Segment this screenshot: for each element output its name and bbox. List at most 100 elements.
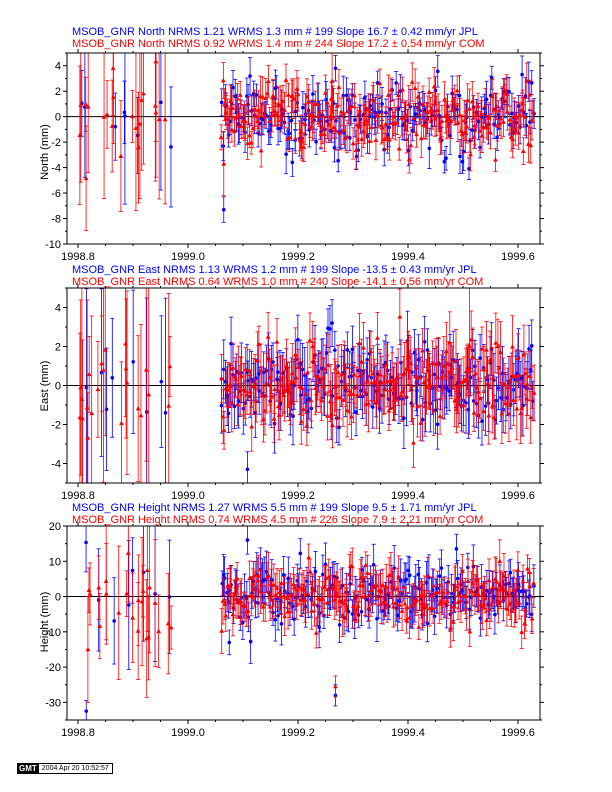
data-point-com	[510, 136, 516, 142]
data-point-jpl	[478, 356, 482, 360]
data-point-com	[306, 99, 312, 104]
data-point-jpl	[425, 621, 430, 626]
data-point-com	[275, 403, 281, 409]
data-point-jpl	[458, 154, 462, 159]
data-point-com	[326, 121, 332, 127]
data-point-com	[269, 597, 275, 602]
data-point-com	[423, 123, 429, 128]
data-point-com	[147, 584, 153, 590]
data-point-com	[118, 153, 124, 158]
data-point-jpl	[254, 93, 259, 97]
data-point-com	[138, 412, 144, 418]
data-point-jpl	[112, 619, 116, 623]
data-point-com	[352, 93, 357, 98]
data-point-jpl	[123, 114, 127, 118]
data-point-com	[516, 130, 521, 135]
y-tick-label: -8	[51, 214, 61, 226]
data-point-com	[500, 98, 506, 104]
data-point-com	[341, 110, 347, 116]
data-point-jpl	[375, 616, 379, 621]
data-point-com	[102, 347, 108, 352]
data-point-com	[384, 134, 390, 139]
data-point-jpl	[126, 603, 131, 607]
data-point-com	[218, 134, 224, 140]
data-point-jpl	[420, 417, 425, 422]
data-point-com	[286, 92, 291, 97]
data-point-jpl	[292, 617, 296, 621]
data-point-com	[526, 373, 532, 379]
data-point-jpl	[273, 617, 278, 622]
data-point-com	[229, 400, 235, 405]
data-point-com	[454, 88, 460, 93]
data-point-com	[99, 360, 105, 366]
data-point-com	[487, 356, 493, 362]
data-point-com	[223, 613, 229, 618]
data-point-com	[271, 582, 277, 587]
data-point-jpl	[169, 145, 173, 149]
height-y-axis-label: Height (mm)	[39, 592, 51, 653]
data-point-com	[153, 59, 159, 64]
data-point-com	[418, 135, 424, 141]
data-point-com	[306, 554, 312, 560]
data-point-com	[322, 90, 328, 95]
data-point-jpl	[333, 66, 338, 71]
x-tick-label: 1999.4	[391, 490, 425, 502]
data-point-jpl	[394, 81, 398, 85]
data-point-com	[350, 140, 356, 146]
data-point-com	[525, 381, 530, 387]
data-point-com	[253, 113, 259, 119]
data-point-com	[338, 584, 344, 590]
data-point-com	[343, 596, 349, 602]
data-point-com	[528, 414, 534, 420]
data-point-com	[325, 100, 330, 105]
data-point-com	[320, 596, 326, 601]
data-point-com	[481, 367, 487, 372]
data-point-com	[494, 103, 500, 109]
data-point-jpl	[529, 80, 534, 85]
y-tick-label: -4	[51, 459, 61, 471]
data-point-com	[475, 103, 481, 109]
data-point-com	[156, 628, 162, 634]
height-panel: MSOB_GNR Height NRMS 1.27 WRMS 5.5 mm # …	[39, 502, 544, 739]
data-point-com	[452, 102, 458, 107]
north-title-com: MSOB_GNR North NRMS 0.92 WRMS 1.4 mm # 2…	[72, 38, 485, 50]
north-y-axis-label: North (mm)	[39, 124, 51, 180]
data-point-com	[527, 92, 533, 97]
data-point-com	[485, 380, 491, 386]
data-point-jpl	[435, 422, 440, 427]
data-point-com	[493, 340, 499, 345]
data-point-com	[256, 341, 262, 346]
data-point-com	[356, 340, 362, 346]
data-point-com	[435, 361, 441, 367]
data-point-com	[146, 634, 151, 640]
data-point-jpl	[467, 166, 471, 171]
data-point-jpl	[84, 709, 89, 713]
data-point-com	[381, 136, 387, 142]
data-point-jpl	[226, 411, 231, 416]
data-point-com	[125, 550, 131, 555]
data-point-jpl	[406, 148, 411, 153]
x-tick-label: 1999.0	[171, 490, 205, 502]
data-point-com	[404, 366, 410, 371]
data-point-jpl	[439, 566, 444, 570]
data-point-com	[340, 397, 346, 402]
data-point-jpl	[455, 576, 460, 581]
data-point-com	[482, 103, 488, 108]
data-point-jpl	[337, 623, 342, 627]
data-point-com	[355, 392, 361, 398]
data-point-jpl	[104, 407, 109, 412]
data-point-com	[310, 343, 316, 349]
data-layer	[67, 288, 540, 483]
data-point-com	[219, 628, 225, 633]
data-point-com	[256, 107, 261, 112]
data-point-com	[124, 591, 130, 596]
data-point-com	[332, 596, 338, 601]
data-point-jpl	[373, 110, 378, 115]
data-point-com	[85, 104, 91, 109]
data-point-com	[387, 137, 392, 142]
data-point-com	[486, 412, 492, 418]
data-point-jpl	[272, 421, 277, 426]
data-point-jpl	[371, 405, 375, 409]
data-point-com	[464, 123, 470, 129]
series-com	[77, 53, 536, 232]
